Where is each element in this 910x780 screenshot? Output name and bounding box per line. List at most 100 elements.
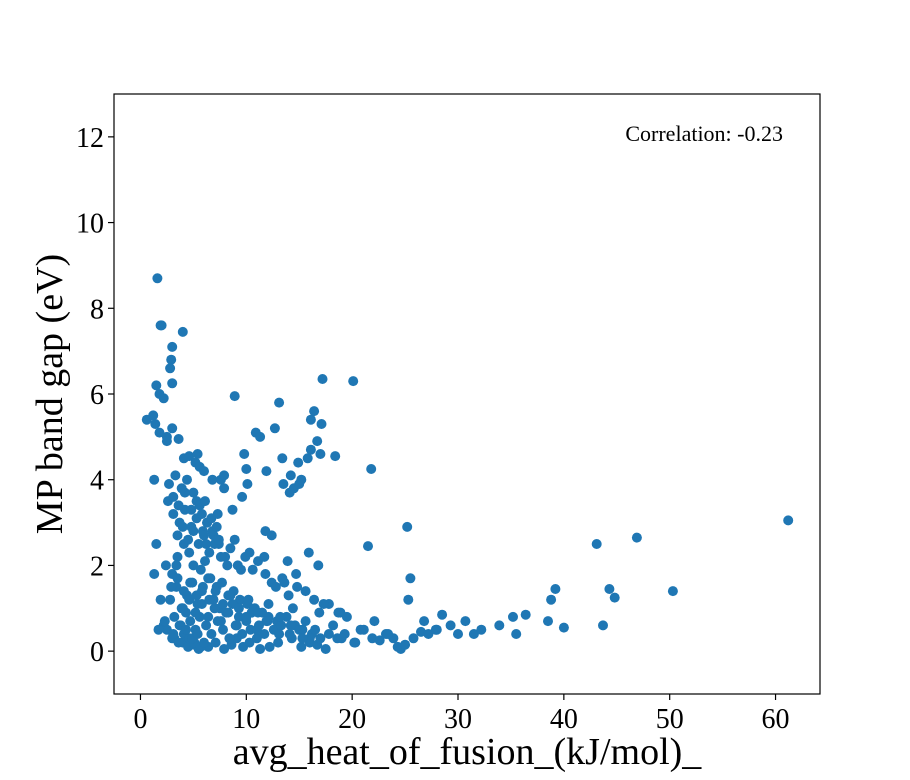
data-point [227,504,238,515]
data-point [185,616,196,627]
data-point [355,624,366,635]
data-point [173,500,184,511]
data-point [167,341,178,352]
data-point [188,487,199,498]
data-point [369,616,380,627]
data-point [224,633,235,644]
data-point [219,644,230,654]
y-tick-label: 2 [90,551,104,582]
data-point [341,611,352,622]
data-point [206,629,217,639]
data-point [259,551,270,562]
data-point [244,637,255,648]
data-point [296,641,307,652]
data-point [219,483,230,494]
data-point [177,521,188,532]
data-point [323,629,334,639]
data-point [217,577,227,588]
data-point [261,466,272,477]
data-point [285,470,296,481]
data-point [310,624,321,635]
data-point [152,273,163,284]
x-tick-label: 10 [232,704,260,735]
data-point [266,530,277,541]
data-point [158,393,169,404]
data-point [302,453,313,464]
data-point [273,637,284,648]
data-point [215,616,226,627]
data-point [437,609,448,620]
data-point [223,607,234,618]
data-point [297,633,308,644]
data-point [468,629,479,639]
data-point [236,564,246,575]
data-point [188,560,199,571]
data-point [196,599,207,609]
data-point [167,423,178,434]
data-point [171,560,182,571]
data-point [284,487,295,498]
data-point [315,633,326,644]
data-point [167,378,178,389]
data-point [168,491,179,502]
data-point [168,509,179,519]
data-point [150,419,161,429]
data-point [218,624,228,635]
data-point [400,639,411,650]
data-point [366,464,377,474]
data-point [300,586,311,597]
data-point [317,374,328,384]
data-point [182,474,192,485]
data-point [159,616,170,627]
data-point [543,616,553,627]
data-point [274,397,285,408]
data-point [177,326,188,337]
data-point [276,620,287,631]
data-point [631,532,642,543]
data-point [155,594,166,605]
data-point [184,547,195,558]
data-point [231,620,242,631]
data-point [305,444,316,455]
data-point [305,414,316,425]
data-point [330,451,341,462]
y-axis-label: MP band gap (eV) [29,254,71,534]
data-point [213,534,224,545]
data-point [262,616,273,627]
data-point [511,629,522,639]
data-point [188,526,199,537]
data-point [293,457,304,468]
data-point [184,451,195,462]
data-point [165,594,176,605]
data-point [161,436,172,447]
data-point [296,474,307,485]
data-point [350,637,361,648]
data-point [274,629,285,639]
data-point [210,586,221,597]
data-point [278,479,289,489]
data-point [192,449,203,459]
data-point [282,556,293,567]
data-point [294,624,305,635]
data-point [239,449,250,459]
data-point [184,594,195,605]
data-point [166,354,177,365]
data-point [259,629,270,639]
data-point [270,581,281,592]
data-point [191,590,202,601]
data-point [348,376,359,387]
data-point [383,629,394,639]
data-point [309,594,320,605]
y-tick-label: 10 [76,209,104,240]
data-point [558,622,569,633]
data-point [193,539,204,549]
data-point [207,474,218,485]
data-point [419,616,430,627]
data-point [153,624,164,635]
data-point [241,464,252,474]
x-tick-label: 30 [444,704,472,735]
data-point [591,539,602,549]
data-point [363,541,373,552]
data-point [423,629,434,639]
